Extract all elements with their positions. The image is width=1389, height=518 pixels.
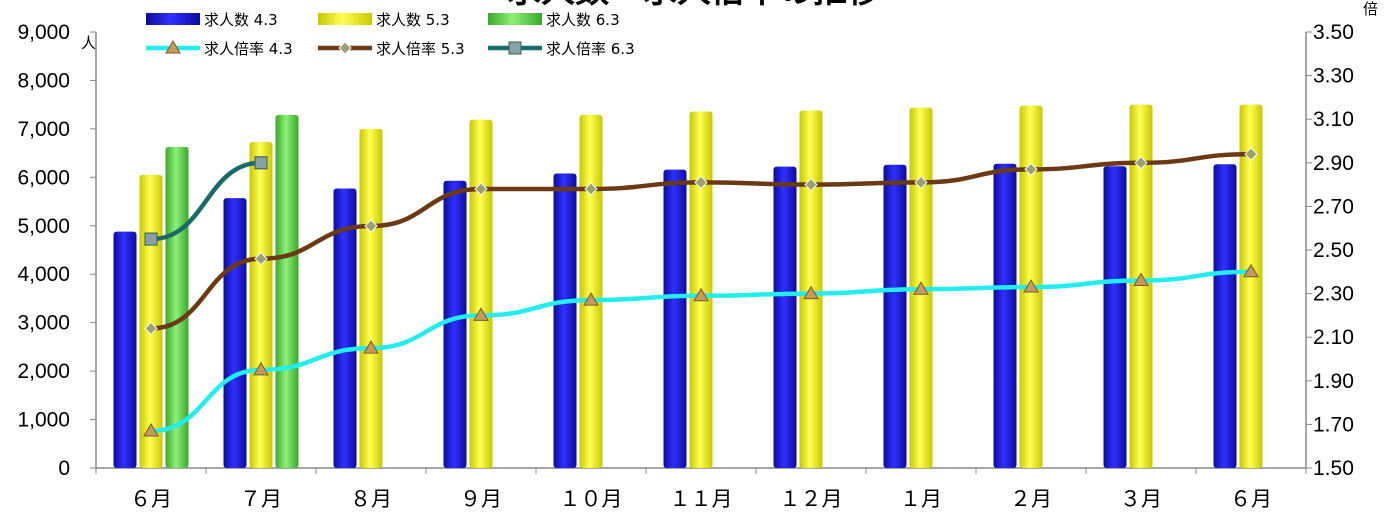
right-tick-label: 1.90 (1313, 370, 1354, 393)
bar (359, 128, 383, 468)
tick-labels: 0 1,000 2,000 3,000 4,000 5,000 6,000 7,000 8,00… (17, 21, 1353, 511)
bar (1103, 166, 1127, 469)
bar (579, 114, 603, 468)
line-point (254, 252, 268, 266)
series-line (148, 269, 1254, 434)
line-point (1134, 156, 1148, 170)
left-axis-unit: 人 (81, 34, 96, 52)
line-point (165, 40, 181, 54)
bar (553, 173, 577, 469)
bar (113, 231, 137, 468)
line-point (1244, 147, 1258, 161)
right-axis-unit: 倍 (1363, 0, 1378, 18)
left-tick-label: 8,000 (17, 69, 70, 92)
bar (773, 166, 797, 469)
line-point (1024, 162, 1038, 177)
x-tick-label: ３月 (1120, 487, 1162, 511)
left-tick-label: 5,000 (17, 215, 70, 238)
legend-label: 求人倍率 4.3 (204, 40, 293, 58)
x-tick-label: ９月 (460, 487, 502, 511)
line-point (474, 182, 488, 196)
right-tick-label: 2.10 (1313, 326, 1354, 349)
lines (143, 147, 1259, 437)
legend-label: 求人数 5.3 (376, 11, 450, 29)
bar (1239, 104, 1263, 469)
bar (883, 164, 907, 468)
x-tick-label: ７月 (240, 487, 282, 511)
right-tick-label: 1.50 (1313, 457, 1354, 480)
line-point (913, 281, 929, 295)
line-point (144, 321, 158, 336)
right-tick-label: 3.30 (1313, 65, 1354, 88)
legend-swatch (488, 13, 542, 25)
legend-label: 求人数 6.3 (546, 11, 620, 29)
x-tick-label: １月 (900, 487, 942, 511)
legend-label: 求人倍率 5.3 (376, 40, 465, 58)
line-point (508, 41, 522, 55)
line-point (803, 285, 819, 300)
line-point (583, 292, 599, 306)
line-point (1023, 279, 1039, 293)
x-tick-label: ６月 (130, 487, 172, 511)
line-point (694, 175, 708, 190)
line-point (363, 340, 379, 354)
line-point (584, 182, 598, 196)
left-tick-label: 3,000 (17, 312, 70, 335)
x-tick-label: １２月 (780, 487, 843, 511)
bar (223, 198, 247, 469)
bar (1213, 164, 1237, 468)
legend-label: 求人倍率 6.3 (546, 40, 635, 58)
right-tick-label: 1.70 (1313, 413, 1354, 436)
bar (1129, 104, 1153, 469)
legend-swatch (318, 13, 372, 25)
right-tick-label: 3.50 (1313, 21, 1354, 44)
line-point (364, 219, 378, 233)
bar (663, 169, 687, 469)
x-tick-label: １０月 (560, 487, 623, 511)
line-point (253, 361, 269, 376)
line-point (693, 287, 709, 302)
legend-swatch (146, 13, 200, 25)
line-point (804, 177, 818, 192)
right-tick-label: 2.50 (1313, 239, 1354, 262)
left-tick-label: 2,000 (17, 360, 70, 383)
left-tick-label: 4,000 (17, 263, 70, 286)
left-tick-label: 0 (58, 457, 70, 480)
left-tick-label: 7,000 (17, 118, 70, 141)
series-line (148, 160, 264, 242)
x-tick-label: ２月 (1010, 487, 1052, 511)
bar (333, 188, 357, 468)
bar (443, 180, 467, 469)
line-point (914, 175, 928, 190)
bar (249, 141, 273, 469)
line-point (254, 156, 268, 170)
bar (993, 163, 1017, 468)
line-point (144, 232, 158, 246)
left-tick-label: 6,000 (17, 166, 70, 189)
line-point (143, 422, 159, 437)
right-tick-label: 2.70 (1313, 195, 1354, 218)
bar (469, 119, 493, 468)
series-line (148, 151, 1254, 331)
x-tick-label: １１月 (670, 487, 733, 511)
line-point (338, 41, 352, 55)
chart-title: 求人数・求人倍率の推移 (507, 0, 881, 11)
bar (275, 114, 299, 468)
bars (113, 104, 1263, 469)
bar (139, 174, 163, 468)
legend-label: 求人数 4.3 (204, 11, 278, 29)
x-tick-label: ８月 (350, 487, 392, 511)
right-tick-label: 2.30 (1313, 283, 1354, 306)
right-tick-label: 3.10 (1313, 108, 1354, 131)
left-tick-label: 1,000 (17, 409, 70, 432)
line-point (1133, 272, 1149, 287)
legend: 求人数 4.3 求人数 5.3 求人数 6.3 求人倍率 4.3 求人倍率 5.3 求人倍… (146, 11, 635, 58)
right-tick-label: 2.90 (1313, 152, 1354, 175)
line-point (1243, 263, 1259, 278)
x-tick-label: ６月 (1230, 487, 1272, 511)
left-tick-label: 9,000 (17, 21, 70, 44)
line-point (473, 307, 489, 321)
